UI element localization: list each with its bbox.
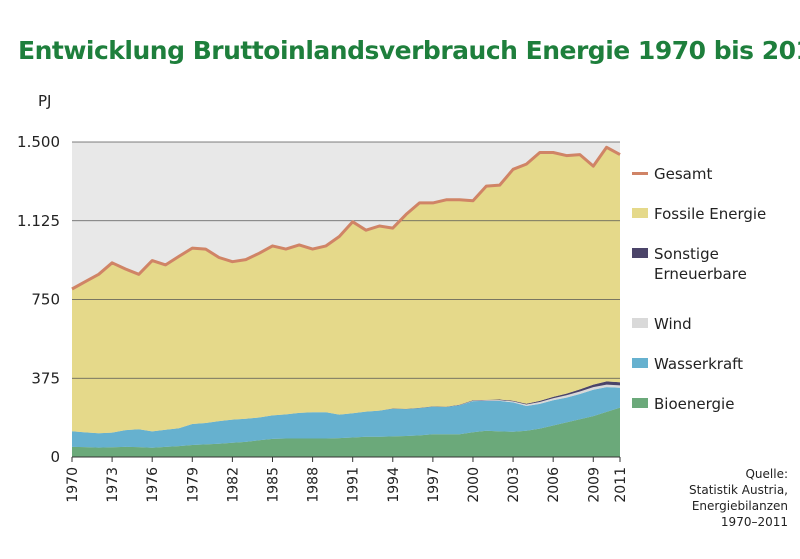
x-tick-label: 1970 [65, 467, 81, 503]
legend-swatch [632, 318, 648, 328]
source-line: Quelle: [745, 467, 788, 481]
x-tick-label: 1973 [105, 467, 121, 503]
legend-item: Wasserkraft [632, 354, 794, 374]
x-tick-label: 1985 [265, 467, 281, 503]
x-tick-label: 1982 [225, 467, 241, 503]
x-tick-label: 2011 [613, 467, 629, 503]
y-tick-label: 750 [31, 291, 60, 309]
y-axis-label: PJ [38, 92, 51, 110]
x-tick-label: 1976 [145, 467, 161, 503]
legend-label: Sonstige Erneuerbare [654, 245, 747, 283]
legend-item: Sonstige Erneuerbare [632, 244, 794, 284]
y-tick-label: 1.125 [17, 212, 60, 230]
source-line: Statistik Austria, [689, 483, 788, 497]
legend-item: Bioenergie [632, 394, 794, 414]
x-tick-label: 1994 [386, 467, 402, 503]
legend-item: Wind [632, 314, 794, 334]
y-tick-label: 0 [50, 448, 60, 466]
x-tick-label: 2000 [466, 467, 482, 503]
legend-item: Gesamt [632, 164, 794, 184]
area-bioenergie [72, 407, 620, 457]
x-tick-label: 2003 [506, 467, 522, 503]
x-tick-label: 1988 [306, 467, 322, 503]
legend-swatch [632, 208, 648, 218]
legend-label: Bioenergie [654, 395, 735, 413]
y-tick-label: 375 [31, 369, 60, 387]
legend-item: Fossile Energie [632, 204, 794, 224]
x-tick-label: 2006 [546, 467, 562, 503]
y-tick-label: 1.500 [17, 133, 60, 151]
area-wasserkraft [72, 387, 620, 448]
legend-swatch [632, 358, 648, 368]
legend-label: Gesamt [654, 165, 713, 183]
source-line: 1970–2011 [720, 515, 788, 529]
chart-title: Entwicklung Bruttoinlandsverbrauch Energ… [18, 36, 800, 65]
legend-swatch [632, 398, 648, 408]
legend-label: Wind [654, 315, 692, 333]
x-tick-label: 1991 [346, 467, 362, 503]
legend-swatch [632, 172, 648, 175]
x-tick-label: 1979 [185, 467, 201, 503]
x-tick-label: 1997 [426, 467, 442, 503]
x-tick-label: 2009 [586, 467, 602, 503]
legend-label: Fossile Energie [654, 205, 767, 223]
source-line: Energiebilanzen [691, 499, 788, 513]
legend-label: Wasserkraft [654, 355, 744, 373]
source-note: Quelle: Statistik Austria, Energiebilanz… [628, 466, 788, 530]
legend-swatch [632, 248, 648, 258]
line-gesamt [71, 145, 621, 291]
area-fossile-energie [72, 147, 620, 434]
